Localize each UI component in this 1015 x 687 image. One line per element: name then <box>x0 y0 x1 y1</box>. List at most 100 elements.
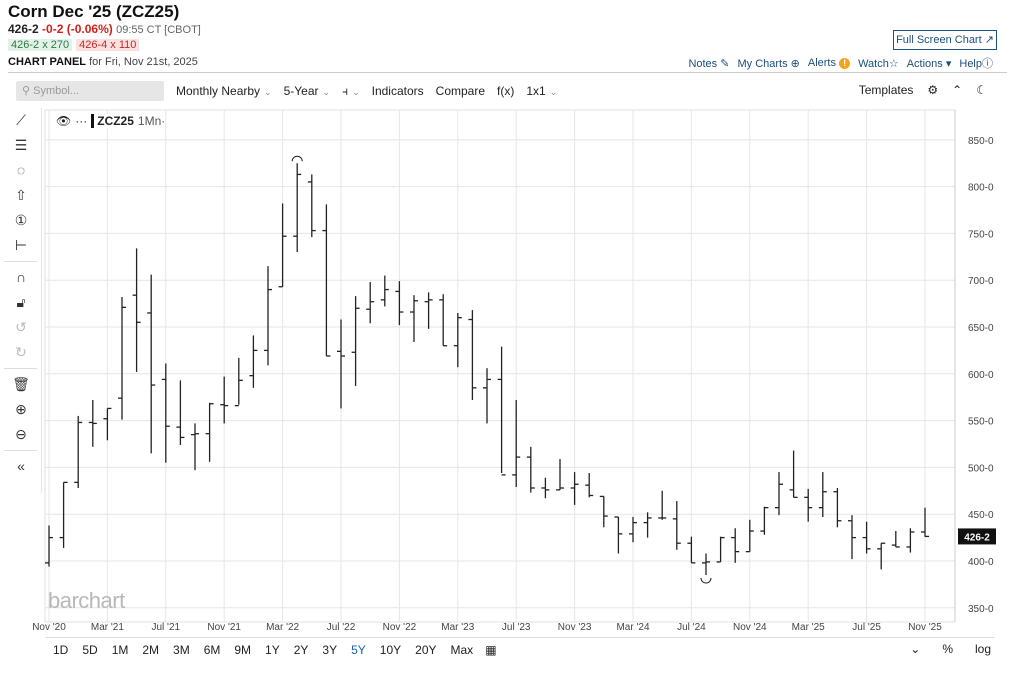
range-dropdown[interactable]: 5-Year ⌄ <box>284 84 330 98</box>
range-button-6m[interactable]: 6M <box>203 642 221 657</box>
percent-toggle[interactable]: % <box>942 642 953 656</box>
layout-dropdown[interactable]: 1x1 ⌄ <box>526 84 557 98</box>
ohlc-bar <box>556 458 564 491</box>
actions-label: Actions <box>906 57 943 70</box>
collapse-toolbar-icon[interactable]: « <box>17 458 25 474</box>
ohlc-bar <box>468 310 477 401</box>
gear-icon[interactable]: ⚙ <box>927 83 939 97</box>
zoom-in-icon[interactable]: ⊕ <box>15 401 27 417</box>
number-marker-icon[interactable]: ① <box>14 212 28 228</box>
help-link[interactable]: Helpⓘ <box>959 55 993 71</box>
range-button-10y[interactable]: 10Y <box>379 642 402 657</box>
arrow-up-icon[interactable]: ⇧ <box>15 187 27 203</box>
last-price: 426-2 <box>8 22 39 36</box>
ohlc-bar <box>293 163 302 253</box>
range-button-max[interactable]: Max <box>450 642 474 657</box>
help-label: Help <box>959 58 982 70</box>
chart-type-dropdown[interactable]: ⫞ ⌄ <box>342 84 360 99</box>
ohlc-bar <box>439 294 448 347</box>
watch-link[interactable]: Watch☆ <box>858 57 899 70</box>
ohlc-bar <box>278 203 287 288</box>
ohlc-bar <box>921 507 929 538</box>
redo-icon[interactable]: ↻ <box>15 344 27 360</box>
undo-icon[interactable]: ↺ <box>15 319 27 335</box>
expand-down-icon[interactable]: ⌄ <box>910 642 921 656</box>
x-tick-label: Jul '22 <box>327 622 356 633</box>
x-tick-label: Nov '21 <box>207 622 241 633</box>
alerts-link[interactable]: Alerts ! <box>807 57 851 69</box>
ohlc-bar <box>322 204 331 357</box>
measure-icon[interactable]: ⊢ <box>14 237 28 253</box>
x-tick-label: Mar '23 <box>441 622 474 633</box>
range-button-2y[interactable]: 2Y <box>293 642 309 657</box>
notes-link[interactable]: Notes ✎ <box>688 57 729 70</box>
range-button-20y[interactable]: 20Y <box>415 642 437 657</box>
magnet-icon[interactable]: ∩ <box>15 269 27 285</box>
range-button-2m[interactable]: 2M <box>142 642 160 657</box>
symbol-search-input[interactable]: ⚲ Symbol... <box>16 81 164 101</box>
my-charts-link[interactable]: My Charts ⊕ <box>737 57 799 70</box>
fibonacci-icon[interactable]: ☰ <box>14 137 28 153</box>
range-button-1d[interactable]: 1D <box>53 642 69 657</box>
trendline-icon[interactable]: ⟋ <box>16 112 26 128</box>
ohlc-bar <box>366 282 375 324</box>
range-button-5d[interactable]: 5D <box>82 642 98 657</box>
unlock-icon[interactable]: 🔓︎ <box>16 294 26 310</box>
ohlc-bar <box>848 515 856 560</box>
help-icon: ⓘ <box>982 58 993 70</box>
ohlc-bar <box>833 487 842 528</box>
chart-legend: 👁︎ ··· ZCZ25 1Mn· <box>56 114 166 128</box>
trash-icon[interactable]: 🗑︎ <box>12 376 30 392</box>
range-button-1y[interactable]: 1Y <box>265 642 280 657</box>
ohlc-bar <box>410 295 418 342</box>
compare-button[interactable]: Compare <box>435 84 486 98</box>
range-bar-right: ⌄ % log <box>910 642 991 656</box>
range-button-1m[interactable]: 1M <box>111 642 129 657</box>
range-button-9m[interactable]: 9M <box>234 642 252 657</box>
dark-mode-icon[interactable]: ☾ <box>976 83 987 97</box>
templates-button[interactable]: Templates <box>858 83 914 97</box>
range-buttons: 1D 5D 1M 2M 3M 6M 9M 1Y 2Y 3Y 5Y 10Y 20Y Max <box>45 643 479 657</box>
price-chart[interactable]: 350-0 400-0 450-0 500-0 550-0 600-0 650-0 700-0… <box>0 0 1015 640</box>
range-button-5y[interactable]: 5Y <box>351 642 366 657</box>
full-screen-chart-button[interactable]: Full Screen Chart ↗ <box>893 30 997 50</box>
range-button-3m[interactable]: 3M <box>173 642 190 657</box>
alerts-label: Alerts <box>807 57 836 69</box>
ohlc-bar <box>497 346 506 476</box>
calendar-icon[interactable]: ▦ <box>485 642 497 657</box>
range-button-3y[interactable]: 3Y <box>322 642 338 657</box>
shape-icon[interactable]: ◌ <box>16 162 26 178</box>
ohlc-bar <box>716 536 725 563</box>
functions-button[interactable]: f(x) <box>497 84 515 98</box>
indicators-button[interactable]: Indicators <box>371 84 424 98</box>
eye-icon[interactable]: 👁︎ <box>56 114 72 128</box>
more-icon[interactable]: ··· <box>75 114 88 128</box>
ohlc-bar <box>45 525 53 567</box>
ohlc-bar <box>818 472 827 518</box>
chevron-down-icon: ⌄ <box>322 87 331 97</box>
actions-menu[interactable]: Actions ▾ <box>907 57 952 70</box>
ohlc-bar <box>424 292 433 329</box>
ohlc-bar <box>789 450 798 499</box>
y-tick-label: 750-0 <box>968 229 994 240</box>
x-tick-label: Jul '23 <box>502 622 531 633</box>
ohlc-bar <box>702 553 710 576</box>
quote-time: 09:55 CT [CBOT] <box>116 24 201 36</box>
ohlc-bar <box>176 380 185 445</box>
chart-panel-label: CHART PANEL for Fri, Nov 21st, 2025 <box>8 56 198 68</box>
y-tick-label: 800-0 <box>968 183 994 194</box>
low-marker <box>700 577 712 584</box>
log-toggle[interactable]: log <box>974 642 991 656</box>
collapse-icon[interactable]: ⌃ <box>952 83 963 97</box>
y-tick-label: 350-0 <box>968 604 994 615</box>
period-label: Monthly Nearby <box>176 84 261 98</box>
ohlc-bar <box>147 274 156 454</box>
chevron-down-icon: ⌄ <box>352 86 360 97</box>
x-tick-label: Jul '21 <box>152 622 181 633</box>
ohlc-bar <box>161 363 170 463</box>
period-dropdown[interactable]: Monthly Nearby ⌄ <box>176 84 272 98</box>
plus-circle-icon: ⊕ <box>790 57 800 70</box>
zoom-out-icon[interactable]: ⊖ <box>15 426 27 442</box>
y-tick-label: 450-0 <box>968 510 994 521</box>
ohlc-bar <box>483 368 491 424</box>
